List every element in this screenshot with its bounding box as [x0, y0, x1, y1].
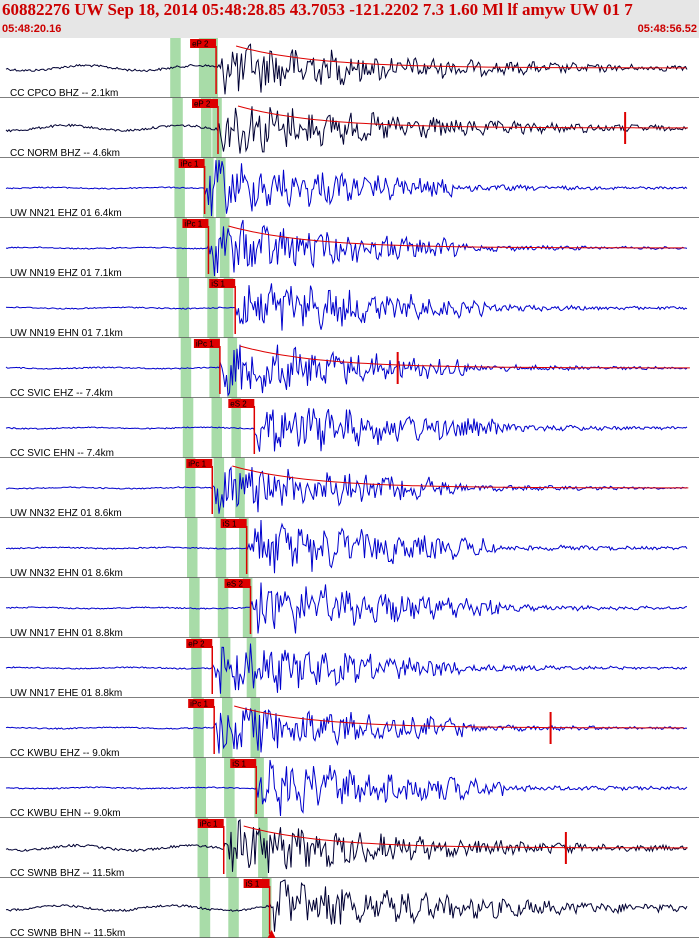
pick-flag — [243, 879, 270, 888]
waveform — [5, 707, 688, 754]
station-label: CC CPCO BHZ -- 2.1km — [10, 88, 118, 99]
pick-label: iS 1 — [223, 520, 237, 529]
pick-label: eS 2 — [230, 400, 247, 409]
pick-flag — [186, 639, 213, 648]
pick-label: iPc 1 — [188, 460, 206, 469]
trace-row: iPc 1 UW NN21 EHZ 01 6.4km — [0, 159, 699, 219]
station-label: UW NN19 EHN 01 7.1km — [10, 328, 123, 339]
pick-flag — [182, 219, 209, 228]
pick-label: iPc 1 — [181, 160, 199, 169]
pick-label: iS 1 — [232, 760, 246, 769]
station-label: UW NN17 EHE 01 8.8km — [10, 688, 122, 699]
waveform — [5, 643, 688, 694]
station-label: CC KWBU EHZ -- 9.0km — [10, 748, 119, 759]
trace-row: iPc 1 UW NN32 EHZ 01 8.6km — [0, 459, 699, 519]
seismogram-plot: eP 2 CC CPCO BHZ -- 2.1km eP 2 CC NORM BHZ … — [0, 38, 699, 938]
trace-row: iPc 1 CC SVIC EHZ -- 7.4km — [0, 339, 699, 399]
station-label: CC SVIC EHZ -- 7.4km — [10, 388, 113, 399]
waveform — [5, 407, 688, 452]
pick-label: iPc 1 — [196, 340, 214, 349]
pick-label: iS 1 — [246, 880, 260, 889]
trace-row: iPc 1 CC KWBU EHZ -- 9.0km — [0, 699, 699, 759]
trace-row: eS 2 UW NN17 EHN 01 8.8km — [0, 579, 699, 639]
station-label: CC SVIC EHN -- 7.4km — [10, 448, 114, 459]
trace-row: iS 1 UW NN19 EHN 01 7.1km — [0, 279, 699, 339]
pick-label: eP 2 — [192, 40, 209, 49]
waveform — [5, 519, 688, 574]
waveform — [5, 344, 688, 397]
pick-flag — [197, 819, 224, 828]
coda-fit-line — [237, 105, 688, 129]
waveform — [5, 818, 688, 874]
station-label: UW NN19 EHZ 01 7.1km — [10, 268, 122, 279]
pick-label: iS 1 — [211, 280, 225, 289]
coda-fit-line — [235, 45, 687, 69]
pick-flag — [220, 519, 247, 528]
pick-label: eS 2 — [226, 580, 243, 589]
pick-flag — [191, 99, 218, 108]
waveform — [5, 466, 688, 514]
pick-flag — [209, 279, 236, 288]
arrival-band — [208, 38, 272, 938]
pick-label: iPc 1 — [190, 700, 208, 709]
pick-flag — [186, 459, 213, 468]
coda-fit-line — [232, 465, 689, 489]
trace-row: iS 1 CC SWNB BHN -- 11.5km — [0, 879, 699, 938]
station-label: UW NN32 EHN 01 8.6km — [10, 568, 123, 579]
waveform — [5, 43, 688, 95]
trace-row: iS 1 CC KWBU EHN -- 9.0km — [0, 759, 699, 819]
waveform — [5, 283, 688, 331]
trace-row: eS 2 CC SVIC EHN -- 7.4km — [0, 399, 699, 459]
coda-fit-line — [228, 225, 685, 249]
trace-row: eP 2 CC NORM BHZ -- 4.6km — [0, 99, 699, 159]
waveform — [5, 219, 688, 277]
pick-flag — [188, 699, 215, 708]
pick-flag — [230, 759, 257, 768]
station-label: UW NN32 EHZ 01 8.6km — [10, 508, 122, 519]
station-label: UW NN17 EHN 01 8.8km — [10, 628, 123, 639]
pick-flag — [193, 339, 220, 348]
trace-row: iPc 1 UW NN19 EHZ 01 7.1km — [0, 219, 699, 279]
coda-fit-line — [239, 345, 690, 369]
trace-row: iS 1 UW NN32 EHN 01 8.6km — [0, 519, 699, 579]
coda-fit-line — [243, 825, 688, 849]
trace-stack: eP 2 CC CPCO BHZ -- 2.1km eP 2 CC NORM BHZ … — [0, 39, 699, 938]
header-bar: 60882276 UW Sep 18, 2014 05:48:28.85 43.… — [0, 0, 699, 38]
waveform — [5, 582, 688, 634]
event-title: 60882276 UW Sep 18, 2014 05:48:28.85 43.… — [2, 0, 633, 19]
waveform — [5, 106, 688, 154]
pick-label: eP 2 — [194, 100, 211, 109]
pick-label: iPc 1 — [200, 820, 218, 829]
pick-flag — [190, 39, 217, 48]
trace-row: eP 2 CC CPCO BHZ -- 2.1km — [0, 39, 699, 99]
station-label: UW NN21 EHZ 01 6.4km — [10, 208, 122, 219]
pick-flag — [228, 399, 255, 408]
trace-row: iPc 1 CC SWNB BHZ -- 11.5km — [0, 818, 699, 879]
trace-row: eP 2 UW NN17 EHE 01 8.8km — [0, 639, 699, 699]
start-time: 05:48:20.16 — [2, 23, 62, 35]
end-time: 05:48:56.52 — [637, 23, 697, 35]
waveform — [5, 879, 688, 932]
pick-flag — [178, 159, 205, 168]
pick-label: eP 2 — [188, 640, 205, 649]
station-label: CC KWBU EHN -- 9.0km — [10, 808, 121, 819]
station-label: CC NORM BHZ -- 4.6km — [10, 148, 120, 159]
triangle-marker — [267, 930, 276, 938]
waveform — [5, 759, 688, 817]
coda-fit-line — [234, 705, 685, 729]
station-label: CC SWNB BHZ -- 11.5km — [10, 868, 124, 879]
station-label: CC SWNB BHN -- 11.5km — [10, 928, 125, 938]
pick-label: iPc 1 — [184, 220, 202, 229]
waveform — [5, 159, 688, 217]
pick-flag — [224, 579, 251, 588]
